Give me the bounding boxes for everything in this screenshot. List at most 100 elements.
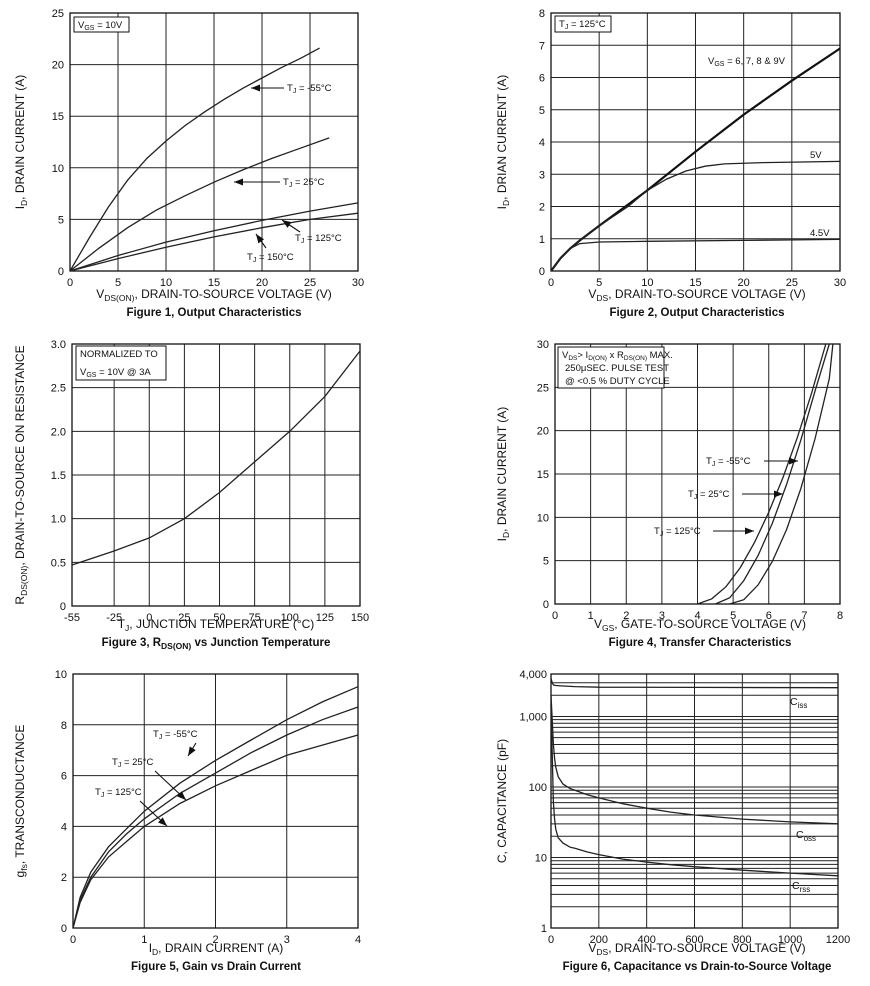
fig5-series-1-label: TJ = 25°C [112,757,154,769]
fig3-title: Figure 3, RDS(ON) vs Junction Temperatur… [102,637,331,651]
fig1-y-tick-label: 0 [58,266,64,278]
fig2-title: Figure 2, Output Characteristics [609,307,784,319]
fig2-series-2-label: 4.5V [810,228,830,239]
fig4-x-tick-label: 1 [588,610,594,622]
fig2-y-tick-label: 2 [539,202,545,214]
fig1-x-tick-label: 15 [208,277,220,289]
fig4-x-tick-label: 4 [694,610,700,622]
fig2-chart: 0 5 10 15 20 25 30 0 1 2 3 4 5 6 7 8 VDS, DRAIN-TO-SOURC… [495,8,846,319]
fig3-plot-frame [71,343,361,607]
fig6-x-axis-label: VDS, DRAIN-TO-SOURCE VOLTAGE (V) [588,941,805,957]
fig4-condition-line-3: @ <0.5 % DUTY CYCLE [565,376,670,387]
fig5-series-2-line [72,734,359,929]
fig5-x-tick-label: 1 [141,934,147,946]
fig4-y-tick-label: 5 [543,556,549,568]
fig4-y-tick-label: 0 [543,599,549,611]
fig3-y-tick-label: 2.0 [51,426,66,438]
fig5-y-tick-label: 6 [61,771,67,783]
fig1-x-tick-label: 5 [115,277,121,289]
fig2-x-tick-label: 15 [689,277,701,289]
fig5-chart: 0 1 2 3 4 0 2 4 6 8 10 ID, DRAIN CURRENT (A) Figure … [13,669,361,973]
fig4-series-1-arrow [742,490,783,498]
fig5-y-axis-label: gfs, TRANSCONDUCTANCE [13,725,29,878]
fig2-x-tick-label: 25 [786,277,798,289]
fig1-x-tick-label: 0 [67,277,73,289]
fig6-x-tick-label: 200 [590,934,608,946]
fig5-y-tick-label: 2 [61,872,67,884]
fig5-plot-frame [72,673,359,929]
fig6-series-0-label: Ciss [790,696,807,710]
fig5-series-2-label: TJ = 125°C [95,787,142,799]
fig2-plot-frame [550,12,841,272]
fig4-x-tick-label: 5 [730,610,736,622]
fig1-y-tick-label: 15 [52,111,64,123]
fig1-y-tick-label: 5 [58,214,64,226]
fig6-x-tick-label: 0 [548,934,554,946]
fig4-x-axis-label: VGS, GATE-TO-SOURCE VOLTAGE (V) [594,617,806,633]
fig4-series-2-line [697,343,827,605]
fig6-chart: 0 200 400 600 800 1000 1200 1 10 100 1,000 4,000 VDS… [495,669,850,973]
fig2-condition-box [554,15,612,33]
fig6-y-axis-label: C, CAPACITANCE (pF) [495,739,509,863]
fig6-series-0-line [550,677,839,689]
fig2-x-tick-label: 0 [548,277,554,289]
fig6-y-tick-label: 1 [541,923,547,935]
fig1-series-3-line [69,212,359,272]
fig1-series-1-arrow [234,178,280,186]
fig1-series-0-line [69,47,320,272]
fig2-series-2-line [550,238,841,272]
fig3-chart: -55 -25 0 25 50 75 100 125 150 0 0.5 1.0 1.5 2.0 2.5 3.… [13,339,369,651]
fig3-condition-line-2: VGS = 10V @ 3A [80,367,151,379]
fig4-series-0-line [729,343,834,605]
fig2-y-tick-label: 4 [539,137,545,149]
fig2-y-tick-label: 3 [539,169,545,181]
fig4-title: Figure 4, Transfer Characteristics [609,637,792,649]
fig3-y-tick-label: 1.0 [51,514,66,526]
fig6-x-tick-label: 1200 [826,934,850,946]
fig2-series-0-label: VGS = 6, 7, 8 & 9V [708,56,786,68]
fig3-y-tick-label: 2.5 [51,383,66,395]
fig6-x-tick-label: 1000 [778,934,802,946]
fig5-series-0-label: TJ = -55°C [153,729,198,741]
fig3-y-tick-label: 3.0 [51,339,66,351]
fig5-grid [72,673,359,929]
fig1-y-tick-label: 25 [52,8,64,20]
fig3-y-tick-label: 0 [60,601,66,613]
fig2-condition-text: TJ = 125°C [559,19,606,31]
fig1-x-tick-label: 25 [304,277,316,289]
fig1-y-axis-label: ID, DRAIN CURRENT (A) [13,75,29,210]
fig2-x-tick-label: 5 [596,277,602,289]
fig1-x-tick-label: 30 [352,277,364,289]
fig3-condition-box [75,345,167,381]
fig3-condition-line-1: NORMALIZED TO [80,349,158,360]
fig3-x-tick-label: -55 [64,612,80,624]
fig5-x-tick-label: 0 [70,934,76,946]
fig5-x-tick-label: 2 [212,934,218,946]
fig2-y-tick-label: 6 [539,73,545,85]
fig3-x-tick-label: 50 [213,612,225,624]
fig4-x-tick-label: 3 [659,610,665,622]
fig2-x-tick-label: 20 [738,277,750,289]
fig6-x-tick-label: 800 [733,934,751,946]
fig3-x-tick-label: 25 [178,612,190,624]
fig1-series-3-label: TJ = 150°C [247,252,294,264]
fig4-series-2-arrow [713,527,754,535]
fig1-y-tick-label: 20 [52,60,64,72]
fig3-x-axis-label: TJ, JUNCTION TEMPERATURE (°C) [118,617,315,633]
fig1-title: Figure 1, Output Characteristics [126,307,301,319]
fig5-series-1-line [72,706,359,929]
fig1-series-2-label: TJ = 125°C [295,233,342,245]
fig1-condition-text: VGS = 10V [78,20,123,32]
fig4-y-tick-label: 30 [537,339,549,351]
fig3-x-tick-label: 75 [249,612,261,624]
fig2-y-tick-label: 0 [539,266,545,278]
fig1-condition-box [73,16,130,33]
fig4-series-1-line [715,343,830,605]
fig3-series-0-line [71,350,361,566]
fig2-y-tick-label: 7 [539,40,545,52]
fig3-grid [71,343,361,607]
fig2-y-axis-label: ID, DRIAN CURRENT (A) [495,75,511,210]
fig5-y-tick-label: 10 [55,669,67,681]
fig6-series-2-line [550,703,839,877]
